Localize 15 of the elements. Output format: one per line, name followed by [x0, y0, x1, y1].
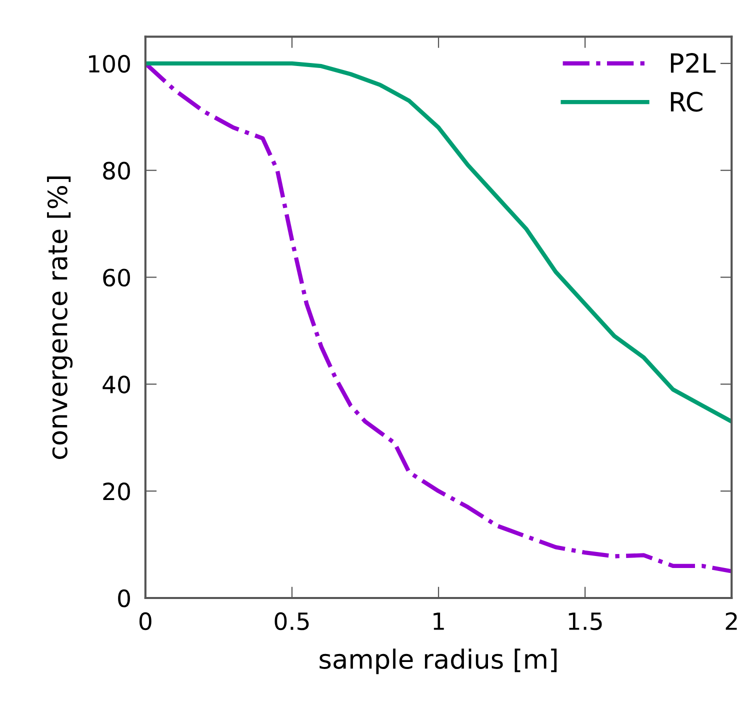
y-tick-label: 100 [89, 54, 130, 73]
legend-label: P2L [670, 53, 716, 73]
x-tick-label: 2 [726, 612, 737, 630]
y-tick-label: 80 [103, 162, 130, 180]
x-tick-label: 1 [434, 612, 444, 630]
y-axis-title: convergence rate [%] [47, 176, 73, 459]
y-tick-label: 20 [103, 482, 130, 500]
y-tick-label: 40 [102, 376, 130, 394]
y-tick-label: 0 [118, 589, 130, 608]
x-tick-label: 0.5 [274, 612, 309, 630]
y-tick-label: 60 [103, 268, 130, 287]
legend-label: RC [670, 92, 702, 112]
x-tick-label: 0 [139, 612, 152, 630]
x-tick-label: 1.5 [568, 612, 602, 630]
x-axis-title: sample radius [m] [320, 648, 557, 674]
